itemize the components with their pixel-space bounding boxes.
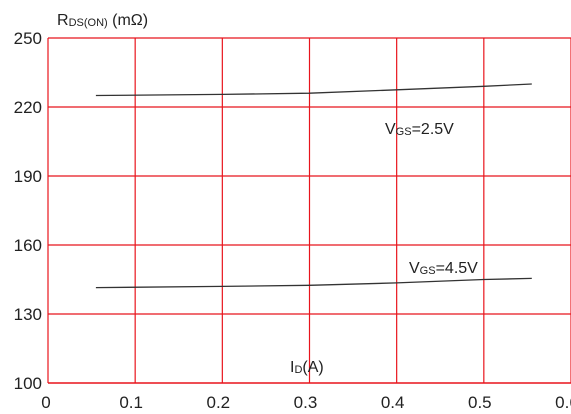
x-tick-label: 0.5	[468, 393, 492, 412]
y-tick-label: 220	[14, 98, 42, 117]
series-label-sub: GS	[420, 265, 436, 277]
grid	[48, 38, 571, 383]
x-tick-label: 0.1	[119, 393, 143, 412]
x-tick-label: 0.4	[381, 393, 405, 412]
x-axis-label: ID(A)	[290, 359, 324, 376]
series-label-sub: GS	[396, 126, 412, 138]
y-tick-label: 100	[14, 374, 42, 393]
x-axis-label-main: I	[290, 359, 294, 376]
y-tick-label: 250	[14, 29, 42, 48]
series-line-0	[95, 83, 532, 97]
series-label-main: V	[385, 121, 396, 138]
y-axis-label-unit: (mΩ)	[108, 12, 148, 29]
series-label-rest: =4.5V	[436, 260, 479, 277]
plot-frame	[47, 37, 571, 384]
x-tick-label: 0	[41, 393, 50, 412]
x-tick-label: 0.3	[294, 393, 318, 412]
series-label-vgs-2-5v: VGS=2.5V	[385, 121, 454, 138]
y-tick-label: 130	[14, 305, 42, 324]
y-tick-label: 160	[14, 236, 42, 255]
series-label-main: V	[409, 260, 420, 277]
series-label-rest: =2.5V	[412, 121, 455, 138]
y-tick-labels: 100 130 160 190 220 250	[14, 29, 42, 393]
x-tick-labels: 0 0.1 0.2 0.3 0.4 0.5 0.6	[41, 393, 571, 412]
y-axis-label: RDS(ON) (mΩ)	[57, 12, 148, 29]
x-tick-label: 0.2	[207, 393, 231, 412]
y-axis-label-sub: DS(ON)	[69, 17, 108, 29]
y-axis-label-main: R	[57, 12, 69, 29]
series-lines	[95, 83, 532, 289]
series-line-1	[95, 277, 532, 289]
series-label-vgs-4-5v: VGS=4.5V	[409, 260, 478, 277]
x-axis-label-unit: (A)	[302, 359, 323, 376]
y-tick-label: 190	[14, 167, 42, 186]
x-tick-label: 0.6	[555, 393, 571, 412]
x-axis-label-sub: D	[294, 364, 302, 376]
